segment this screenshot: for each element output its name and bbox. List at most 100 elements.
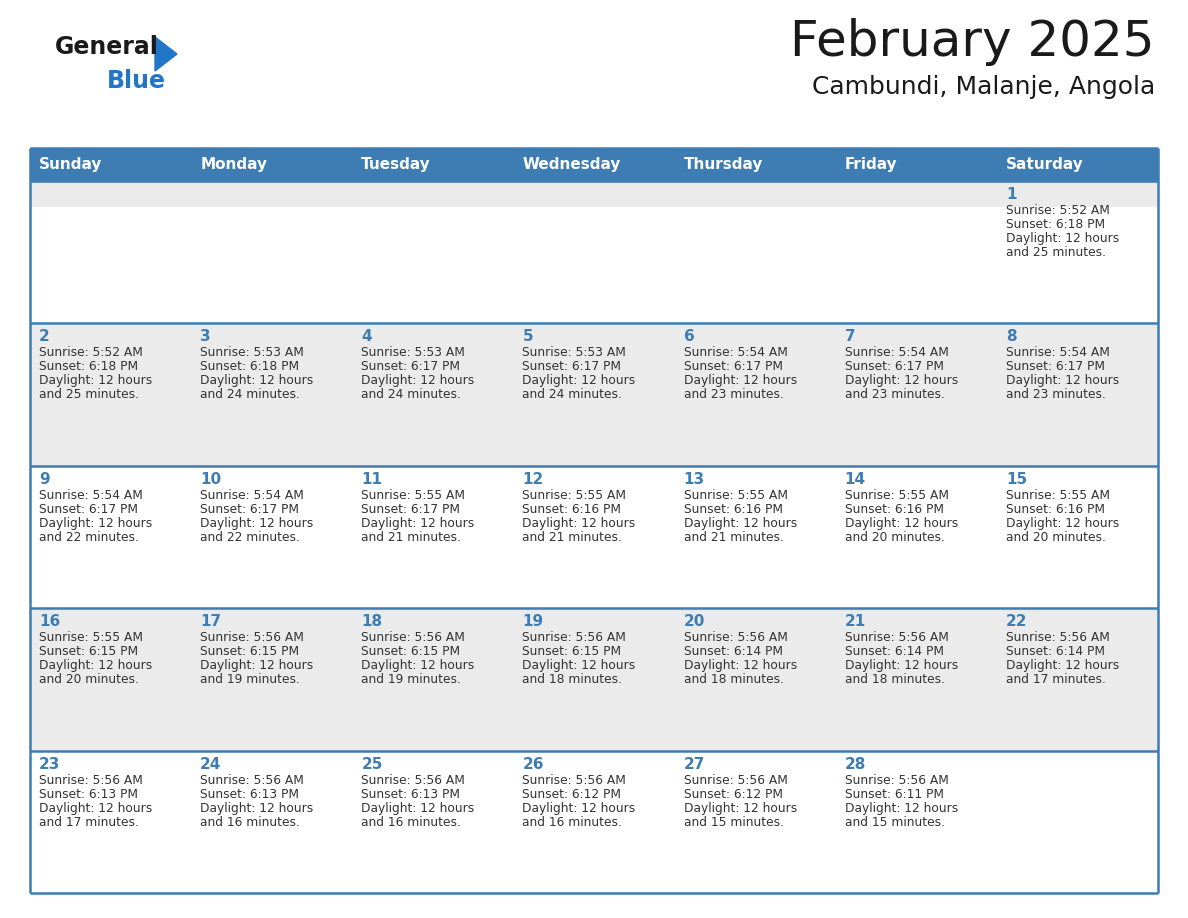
Text: Friday: Friday (845, 157, 897, 172)
Text: and 19 minutes.: and 19 minutes. (361, 673, 461, 686)
Text: Sunrise: 5:54 AM: Sunrise: 5:54 AM (39, 488, 143, 502)
Text: 6: 6 (683, 330, 694, 344)
Text: Sunrise: 5:55 AM: Sunrise: 5:55 AM (361, 488, 466, 502)
Text: Daylight: 12 hours: Daylight: 12 hours (1006, 232, 1119, 245)
Text: 20: 20 (683, 614, 704, 629)
Text: and 25 minutes.: and 25 minutes. (1006, 246, 1106, 259)
Text: Saturday: Saturday (1006, 157, 1083, 172)
Bar (191, 148, 353, 181)
Text: Sunrise: 5:55 AM: Sunrise: 5:55 AM (1006, 488, 1110, 502)
Text: Sunrise: 5:54 AM: Sunrise: 5:54 AM (200, 488, 304, 502)
Text: and 20 minutes.: and 20 minutes. (39, 673, 139, 686)
Text: 12: 12 (523, 472, 544, 487)
Text: Sunset: 6:16 PM: Sunset: 6:16 PM (683, 503, 783, 516)
Bar (835, 148, 997, 181)
Text: Blue: Blue (107, 69, 166, 93)
Text: Daylight: 12 hours: Daylight: 12 hours (200, 659, 314, 672)
Text: Sunset: 6:15 PM: Sunset: 6:15 PM (39, 645, 138, 658)
Text: 8: 8 (1006, 330, 1017, 344)
Text: Thursday: Thursday (683, 157, 763, 172)
Text: Daylight: 12 hours: Daylight: 12 hours (683, 375, 797, 387)
Text: Sunrise: 5:55 AM: Sunrise: 5:55 AM (683, 488, 788, 502)
Text: Sunset: 6:17 PM: Sunset: 6:17 PM (523, 361, 621, 374)
Text: Daylight: 12 hours: Daylight: 12 hours (683, 659, 797, 672)
Text: Daylight: 12 hours: Daylight: 12 hours (200, 801, 314, 814)
Text: and 24 minutes.: and 24 minutes. (361, 388, 461, 401)
Text: and 21 minutes.: and 21 minutes. (361, 531, 461, 543)
Bar (30, 751, 1158, 893)
Text: and 20 minutes.: and 20 minutes. (845, 531, 944, 543)
Text: and 22 minutes.: and 22 minutes. (39, 531, 139, 543)
Text: Sunrise: 5:56 AM: Sunrise: 5:56 AM (845, 774, 948, 787)
Text: Sunrise: 5:54 AM: Sunrise: 5:54 AM (845, 346, 948, 360)
Text: Sunset: 6:17 PM: Sunset: 6:17 PM (361, 361, 460, 374)
Text: Sunrise: 5:56 AM: Sunrise: 5:56 AM (523, 774, 626, 787)
Text: and 15 minutes.: and 15 minutes. (845, 815, 944, 829)
Text: Tuesday: Tuesday (361, 157, 431, 172)
Text: 15: 15 (1006, 472, 1026, 487)
Text: Sunset: 6:13 PM: Sunset: 6:13 PM (39, 788, 138, 800)
Bar (30, 465, 1158, 609)
Bar (513, 148, 675, 181)
Text: 23: 23 (39, 756, 61, 772)
Text: Cambundi, Malanje, Angola: Cambundi, Malanje, Angola (811, 75, 1155, 99)
Text: and 21 minutes.: and 21 minutes. (523, 531, 623, 543)
Text: and 17 minutes.: and 17 minutes. (39, 815, 139, 829)
Text: Daylight: 12 hours: Daylight: 12 hours (361, 517, 474, 530)
Text: General: General (55, 35, 159, 59)
Text: Sunrise: 5:53 AM: Sunrise: 5:53 AM (200, 346, 304, 360)
Text: Sunset: 6:11 PM: Sunset: 6:11 PM (845, 788, 943, 800)
Text: Daylight: 12 hours: Daylight: 12 hours (39, 517, 152, 530)
Text: Daylight: 12 hours: Daylight: 12 hours (523, 659, 636, 672)
Text: Sunset: 6:12 PM: Sunset: 6:12 PM (523, 788, 621, 800)
Text: and 18 minutes.: and 18 minutes. (845, 673, 944, 686)
Text: Sunset: 6:16 PM: Sunset: 6:16 PM (845, 503, 943, 516)
Text: and 23 minutes.: and 23 minutes. (683, 388, 783, 401)
Text: Daylight: 12 hours: Daylight: 12 hours (845, 801, 958, 814)
Text: and 24 minutes.: and 24 minutes. (200, 388, 301, 401)
Text: Daylight: 12 hours: Daylight: 12 hours (523, 801, 636, 814)
Text: and 16 minutes.: and 16 minutes. (361, 815, 461, 829)
Text: and 24 minutes.: and 24 minutes. (523, 388, 623, 401)
Text: Sunset: 6:13 PM: Sunset: 6:13 PM (200, 788, 299, 800)
Text: Sunset: 6:13 PM: Sunset: 6:13 PM (361, 788, 460, 800)
Bar (675, 148, 835, 181)
Text: Daylight: 12 hours: Daylight: 12 hours (361, 375, 474, 387)
Text: 16: 16 (39, 614, 61, 629)
Bar (30, 181, 1158, 207)
Text: Sunset: 6:18 PM: Sunset: 6:18 PM (1006, 218, 1105, 231)
Text: Sunrise: 5:53 AM: Sunrise: 5:53 AM (361, 346, 466, 360)
Bar (30, 207, 1158, 323)
Bar (30, 181, 1158, 323)
Text: 1: 1 (1006, 187, 1017, 202)
Text: Sunset: 6:15 PM: Sunset: 6:15 PM (200, 645, 299, 658)
Text: Daylight: 12 hours: Daylight: 12 hours (361, 659, 474, 672)
Text: Daylight: 12 hours: Daylight: 12 hours (683, 801, 797, 814)
Text: 11: 11 (361, 472, 383, 487)
Text: Sunset: 6:17 PM: Sunset: 6:17 PM (683, 361, 783, 374)
Text: Sunrise: 5:53 AM: Sunrise: 5:53 AM (523, 346, 626, 360)
Text: Sunrise: 5:55 AM: Sunrise: 5:55 AM (39, 632, 143, 644)
Text: and 18 minutes.: and 18 minutes. (523, 673, 623, 686)
Text: Sunrise: 5:56 AM: Sunrise: 5:56 AM (200, 632, 304, 644)
Text: and 21 minutes.: and 21 minutes. (683, 531, 783, 543)
Text: Sunset: 6:15 PM: Sunset: 6:15 PM (523, 645, 621, 658)
Text: Sunrise: 5:56 AM: Sunrise: 5:56 AM (361, 774, 466, 787)
Text: Daylight: 12 hours: Daylight: 12 hours (845, 659, 958, 672)
Text: 22: 22 (1006, 614, 1028, 629)
Text: 13: 13 (683, 472, 704, 487)
Text: 24: 24 (200, 756, 221, 772)
Text: Sunset: 6:14 PM: Sunset: 6:14 PM (845, 645, 943, 658)
Text: and 23 minutes.: and 23 minutes. (1006, 388, 1106, 401)
Text: Sunrise: 5:52 AM: Sunrise: 5:52 AM (39, 346, 143, 360)
Text: Sunset: 6:17 PM: Sunset: 6:17 PM (1006, 361, 1105, 374)
Text: Wednesday: Wednesday (523, 157, 621, 172)
Text: Sunrise: 5:56 AM: Sunrise: 5:56 AM (39, 774, 143, 787)
Text: Sunday: Sunday (39, 157, 102, 172)
Text: and 19 minutes.: and 19 minutes. (200, 673, 301, 686)
Text: 3: 3 (200, 330, 210, 344)
Bar (30, 609, 1158, 751)
Text: 17: 17 (200, 614, 221, 629)
Text: 25: 25 (361, 756, 383, 772)
Text: Daylight: 12 hours: Daylight: 12 hours (1006, 659, 1119, 672)
